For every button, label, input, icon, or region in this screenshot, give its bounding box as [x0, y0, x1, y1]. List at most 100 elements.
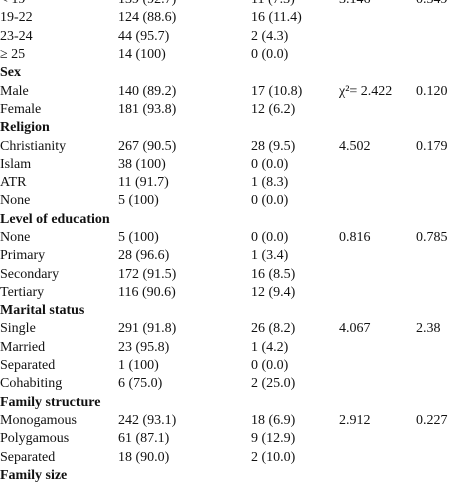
- variable-label: Cohabiting: [0, 376, 63, 392]
- variable-label: Male: [0, 83, 29, 99]
- p-value: 0.179: [416, 138, 448, 154]
- section-header: Family size: [0, 467, 68, 483]
- table-row: Monogamous 242 (93.1) 18 (6.9) 2.912 0.227: [0, 412, 474, 430]
- variable-label: Tertiary: [0, 284, 45, 300]
- variable-label: Monogamous: [0, 412, 77, 428]
- variable-label: Secondary: [0, 266, 60, 282]
- count-column-1: 28 (96.6): [118, 248, 170, 264]
- section-header-row: Religion: [0, 119, 474, 137]
- variable-label: Married: [0, 339, 46, 355]
- p-value: 0.349: [416, 0, 474, 9]
- count-column-1: 140 (89.2): [118, 83, 177, 99]
- count-column-1: 1 (100): [118, 358, 159, 374]
- test-statistic: 3.146: [339, 0, 416, 9]
- test-statistic: [339, 284, 416, 302]
- count-column-1: 11 (91.7): [118, 175, 169, 191]
- test-statistic: 0.816: [339, 230, 371, 245]
- variable-label: Islam: [0, 156, 32, 172]
- count-column-2: 0 (0.0): [251, 230, 289, 245]
- p-value: [416, 284, 474, 302]
- count-column-1: 23 (95.8): [118, 339, 170, 355]
- section-header: Family structure: [0, 394, 101, 410]
- count-column-2: 0 (0.0): [251, 47, 289, 63]
- table-row: < 19139 (92.7)11 (7.3)3.1460.349: [0, 0, 474, 9]
- table-row: Single 291 (91.8) 26 (8.2) 4.067 2.38: [0, 320, 474, 338]
- test-statistic: [339, 174, 416, 192]
- test-statistic: χ²= 2.422: [339, 83, 393, 99]
- test-statistic: 4.502: [339, 138, 371, 154]
- table-row: Male 140 (89.2) 17 (10.8) χ²= 2.422 0.120: [0, 82, 474, 100]
- table-row: 23-24 44 (95.7) 2 (4.3): [0, 28, 474, 46]
- count-column-2: 26 (8.2): [251, 321, 296, 337]
- count-column-1: 291 (91.8): [118, 321, 177, 337]
- p-value: [416, 265, 474, 283]
- table-row: 19-22 124 (88.6) 16 (11.4): [0, 9, 474, 27]
- count-column-1: 124 (88.6): [118, 10, 177, 26]
- count-column-2: 2 (4.3): [251, 28, 289, 44]
- test-statistic: [339, 28, 416, 46]
- table-row: ≥ 25 14 (100) 0 (0.0): [0, 46, 474, 64]
- p-value: [416, 174, 474, 192]
- count-column-1: 6 (75.0): [118, 376, 163, 392]
- table-row: ATR 11 (91.7) 1 (8.3): [0, 174, 474, 192]
- section-header-row: Marital status: [0, 302, 474, 320]
- variable-label: None: [0, 193, 31, 209]
- p-value: [416, 375, 474, 393]
- table-row: Separated 1 (100) 0 (0.0): [0, 357, 474, 375]
- p-value: [416, 430, 474, 448]
- count-column-2: 2 (10.0): [251, 449, 296, 465]
- p-value: 0.120: [416, 83, 448, 99]
- p-value: 0.227: [416, 412, 448, 428]
- test-statistic: [339, 448, 416, 466]
- count-column-2: 1 (8.3): [251, 175, 289, 191]
- count-column-1: 181 (93.8): [118, 101, 177, 117]
- variable-label: ≥ 25: [0, 47, 26, 63]
- count-column-2: 1 (3.4): [251, 248, 289, 264]
- section-header: Level of education: [0, 211, 110, 227]
- count-column-2: 0 (0.0): [251, 193, 289, 209]
- p-value: [416, 247, 474, 265]
- p-value: [416, 192, 474, 210]
- test-statistic: [339, 247, 416, 265]
- count-column-1: 38 (100): [118, 156, 166, 172]
- table-row: Cohabiting 6 (75.0) 2 (25.0): [0, 375, 474, 393]
- p-value: [416, 9, 474, 27]
- section-header: Religion: [0, 120, 50, 136]
- variable-label: < 19: [0, 0, 118, 9]
- test-statistic: [339, 339, 416, 357]
- count-column-2: 18 (6.9): [251, 412, 296, 428]
- variable-label: Female: [0, 101, 42, 117]
- test-statistic: [339, 357, 416, 375]
- p-value: [416, 46, 474, 64]
- variable-label: Separated: [0, 358, 56, 374]
- count-column-1: 242 (93.1): [118, 412, 177, 428]
- variable-label: None: [0, 230, 31, 245]
- p-value: [416, 28, 474, 46]
- p-value: [416, 101, 474, 119]
- variable-label: Single: [0, 321, 36, 337]
- variable-label: Primary: [0, 248, 46, 264]
- count-column-2: 28 (9.5): [251, 138, 296, 154]
- section-header-row: Level of education: [0, 211, 474, 229]
- test-statistic: [339, 192, 416, 210]
- test-statistic: [339, 101, 416, 119]
- count-column-2: 16 (11.4): [251, 10, 302, 26]
- count-column-2: 0 (0.0): [251, 156, 289, 172]
- test-statistic: 2.912: [339, 412, 371, 428]
- count-column-1: 267 (90.5): [118, 138, 177, 154]
- table-row: Christianity 267 (90.5) 28 (9.5) 4.502 0.179: [0, 137, 474, 155]
- table-row: Female 181 (93.8) 12 (6.2): [0, 101, 474, 119]
- count-column-1: 61 (87.1): [118, 431, 170, 447]
- section-header: Marital status: [0, 303, 85, 319]
- table-row: Secondary 172 (91.5) 16 (8.5): [0, 265, 474, 283]
- table-row: Married 23 (95.8) 1 (4.2): [0, 339, 474, 357]
- section-header-row: Family size: [0, 467, 474, 485]
- count-column-2: 11 (7.3): [251, 0, 339, 9]
- count-column-1: 14 (100): [118, 47, 166, 63]
- table-row: Tertiary 116 (90.6) 12 (9.4): [0, 284, 474, 302]
- count-column-1: 18 (90.0): [118, 449, 170, 465]
- test-statistic: [339, 265, 416, 283]
- count-column-2: 12 (9.4): [251, 284, 296, 300]
- variable-label: 23-24: [0, 28, 33, 44]
